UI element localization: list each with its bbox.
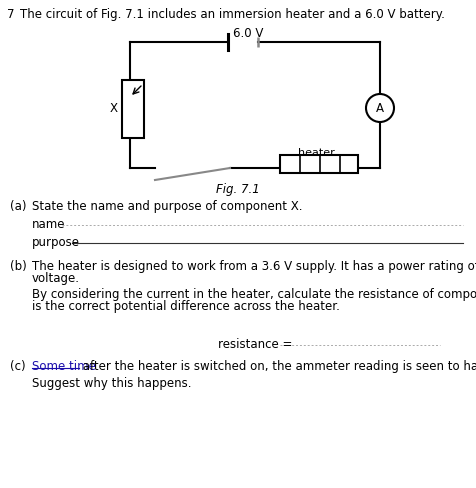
Text: 6.0 V: 6.0 V	[232, 27, 263, 40]
Text: (a): (a)	[10, 200, 27, 213]
Text: The circuit of Fig. 7.1 includes an immersion heater and a 6.0 V battery.: The circuit of Fig. 7.1 includes an imme…	[20, 8, 444, 21]
Text: Suggest why this happens.: Suggest why this happens.	[32, 377, 191, 390]
Text: The heater is designed to work from a 3.6 V supply. It has a power rating of 4.5: The heater is designed to work from a 3.…	[32, 260, 476, 273]
Circle shape	[365, 94, 393, 122]
Text: Fig. 7.1: Fig. 7.1	[216, 183, 259, 196]
Bar	[122, 80, 144, 138]
Text: is the correct potential difference across the heater.: is the correct potential difference acro…	[32, 300, 339, 313]
Text: State the name and purpose of component X.: State the name and purpose of component …	[32, 200, 302, 213]
Bar	[279, 155, 357, 173]
Text: heater: heater	[298, 148, 334, 158]
Text: 7: 7	[7, 8, 14, 21]
Text: resistance =: resistance =	[218, 338, 292, 351]
Text: A: A	[375, 102, 383, 115]
Text: (c): (c)	[10, 360, 26, 373]
Text: (b): (b)	[10, 260, 27, 273]
Text: after the heater is switched on, the ammeter reading is seen to have decreased.: after the heater is switched on, the amm…	[79, 360, 476, 373]
Text: X: X	[110, 102, 118, 115]
Text: Some time: Some time	[32, 360, 96, 373]
Text: By considering the current in the heater, calculate the resistance of component : By considering the current in the heater…	[32, 288, 476, 301]
Text: voltage.: voltage.	[32, 272, 80, 285]
Text: purpose: purpose	[32, 236, 80, 249]
Text: name: name	[32, 218, 65, 231]
